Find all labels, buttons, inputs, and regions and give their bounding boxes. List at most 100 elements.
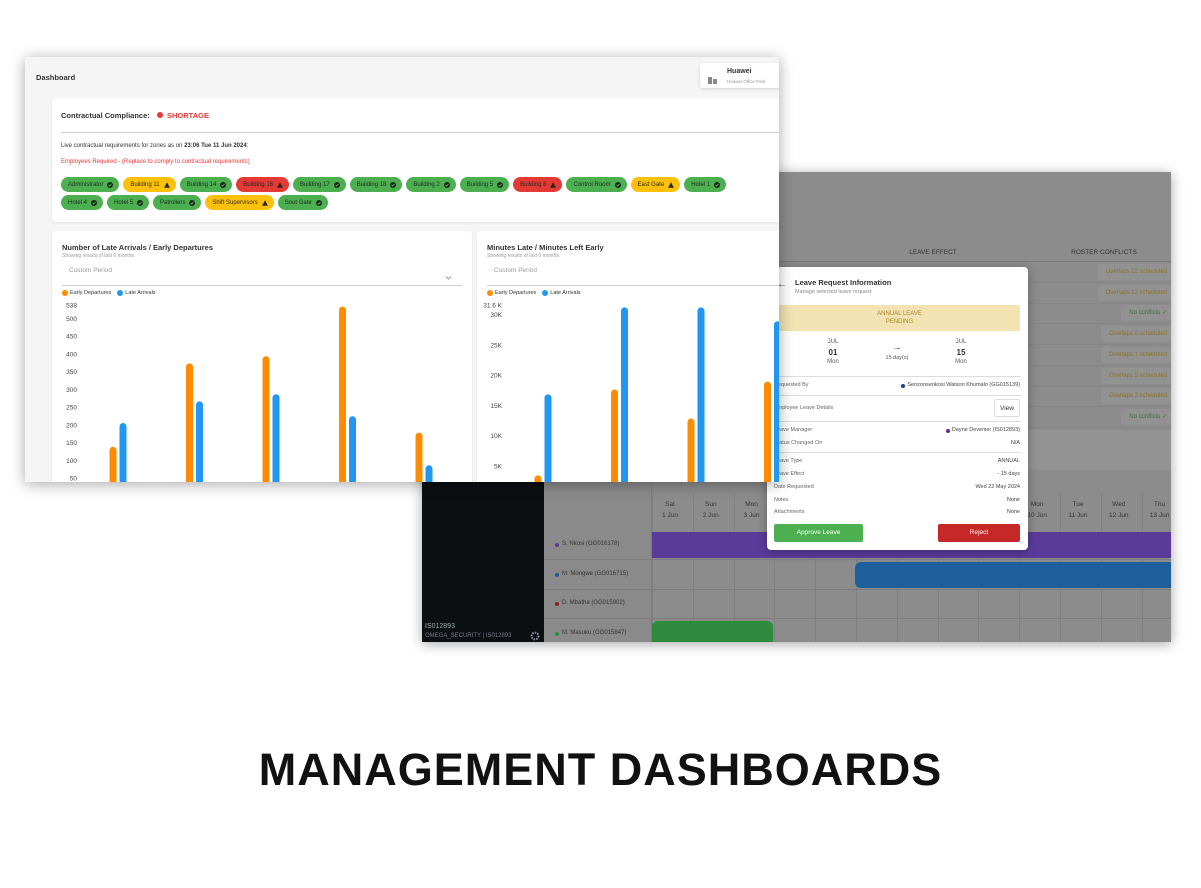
check-mark xyxy=(190,201,195,205)
zone-chip: Patrollers xyxy=(153,195,202,210)
y-tick-label: 250 xyxy=(66,405,77,412)
footer-title: MANAGEMENT DASHBOARDS xyxy=(258,744,943,795)
conflict-pill: Overlaps 12 scheduled xyxy=(1097,264,1171,280)
conflict-pill: No conflicts ✓ xyxy=(1121,408,1171,425)
zone-icon xyxy=(668,181,675,188)
field-value: Dayne Devenier (IS012893) xyxy=(951,427,1020,434)
y-tick-label: 200 xyxy=(66,422,77,429)
bar xyxy=(196,401,203,482)
page-title: Dashboard xyxy=(36,73,76,82)
y-tick-label: 50 xyxy=(70,476,78,482)
view-button[interactable]: View xyxy=(994,398,1020,417)
warning-triangle xyxy=(668,181,675,188)
zone-chip: Shift Supervisors xyxy=(205,195,274,210)
bar xyxy=(119,423,127,482)
status-dot xyxy=(157,112,163,118)
chart-subtitle: Showing results of last 6 months xyxy=(487,253,559,259)
period-select[interactable]: Custom Period xyxy=(494,267,537,274)
zone-icon xyxy=(714,181,721,188)
bar xyxy=(425,465,433,482)
legend-label: Early Departures xyxy=(495,290,537,296)
day-date: 2 Jun xyxy=(702,512,719,519)
bar xyxy=(544,394,552,482)
zone-chip: Building 5 xyxy=(459,177,510,192)
zone-icon xyxy=(163,181,170,188)
bar xyxy=(186,363,193,482)
field-label: Attachments xyxy=(774,509,805,516)
select-underline xyxy=(487,285,779,286)
site-name: Huawei xyxy=(727,68,752,75)
grid-column xyxy=(652,494,653,642)
header-line xyxy=(752,261,1171,262)
legend-item: Early Departures xyxy=(487,290,536,296)
status-box: ANNUAL LEAVE PENDING xyxy=(779,305,1020,331)
legend: Early Departures Late Arrivals xyxy=(62,290,156,296)
legend: Early Departures Late Arrivals xyxy=(487,290,581,296)
zone-name: Building 18 xyxy=(356,181,387,188)
day-date: 3 Jun xyxy=(743,512,760,519)
compliance-label: Contractual Compliance: xyxy=(61,111,150,120)
legend-label: Late Arrivals xyxy=(125,290,156,296)
settings-icon xyxy=(530,628,540,641)
bar xyxy=(272,394,280,482)
zone-chip: Hotel 4 xyxy=(61,195,104,210)
zone-chip: Building 16 xyxy=(236,177,289,192)
zone-name: Hotel 5 xyxy=(114,199,134,206)
day-date: 13 Jun xyxy=(1149,512,1170,519)
employee-name: M. Mongwe (GG016715) xyxy=(562,570,629,577)
field-value: None xyxy=(1006,496,1020,503)
date-weekday: Mon xyxy=(827,359,839,365)
field-value: N/A xyxy=(1010,439,1020,446)
building-icon xyxy=(708,71,717,84)
select-underline xyxy=(62,285,462,286)
compliance-note: Live contractual requirements for zones … xyxy=(61,143,248,149)
grid-column xyxy=(733,494,735,642)
shift-bar xyxy=(855,562,1171,588)
field-value: ANNUAL xyxy=(997,458,1020,465)
y-tick-label: 450 xyxy=(66,334,77,341)
zone-row: Administrator Building 11 Building 14 Build… xyxy=(61,177,727,192)
bar xyxy=(611,389,618,482)
grid-column xyxy=(774,494,776,642)
divider xyxy=(774,420,1021,422)
period-select[interactable]: Custom Period xyxy=(69,267,112,274)
leave-modal: → Leave Request Information Manage selecte… xyxy=(767,267,1028,550)
zone-name: Sout Gate xyxy=(284,199,312,206)
y-tick-label: 25K xyxy=(490,342,502,349)
reject-button[interactable]: Reject xyxy=(938,524,1020,542)
divider xyxy=(774,394,1021,396)
employee-dot xyxy=(555,632,559,637)
modal-title: Leave Request Information xyxy=(795,278,892,287)
chart-card: Number of Late Arrivals / Early Departur… xyxy=(52,231,472,482)
warning-triangle xyxy=(261,199,268,206)
zone-chip: Building 8 xyxy=(513,177,563,192)
date-day: 01 xyxy=(828,348,838,357)
employee-dot xyxy=(555,572,559,577)
check-mark xyxy=(715,183,719,187)
zone-chip: Administrator xyxy=(61,177,120,192)
zone-chip: Building 18 xyxy=(349,177,403,192)
field-value: Senzonsenkosi Watson Khumalo (GG015139) xyxy=(907,382,1020,389)
legend-item: Late Arrivals xyxy=(542,290,581,296)
field-value: - 15 days xyxy=(997,471,1020,478)
value-dot xyxy=(901,384,905,389)
note-timestamp: 23:06 Tue 11 Jun 2024 xyxy=(184,143,247,149)
check-mark xyxy=(221,183,226,187)
employee-dot xyxy=(555,602,559,607)
bar-chart: 50 100 150 200 250 300 350 400 450 500 538 xyxy=(66,303,433,482)
zone-name: Building 2 xyxy=(413,181,440,188)
required-text: Employees Required - (Replace to comply … xyxy=(61,159,250,165)
employee-name: M. Masuku (GG015847) xyxy=(562,630,627,637)
day-weekday: Mon xyxy=(1030,501,1044,508)
gear-ring xyxy=(530,631,540,641)
modal-subtitle: Manage selected leave request xyxy=(795,289,872,295)
user-org: OMEGA_SECURITY | IS012893 xyxy=(425,633,512,639)
approve-button[interactable]: Approve Leave xyxy=(774,524,863,542)
zone-icon xyxy=(550,181,557,188)
zone-icon xyxy=(107,181,114,188)
date-month: JUL xyxy=(827,339,839,345)
status-line: ANNUAL LEAVE xyxy=(877,311,922,317)
check-mark xyxy=(108,183,113,187)
check-mark xyxy=(498,183,502,187)
check-mark xyxy=(391,183,396,187)
